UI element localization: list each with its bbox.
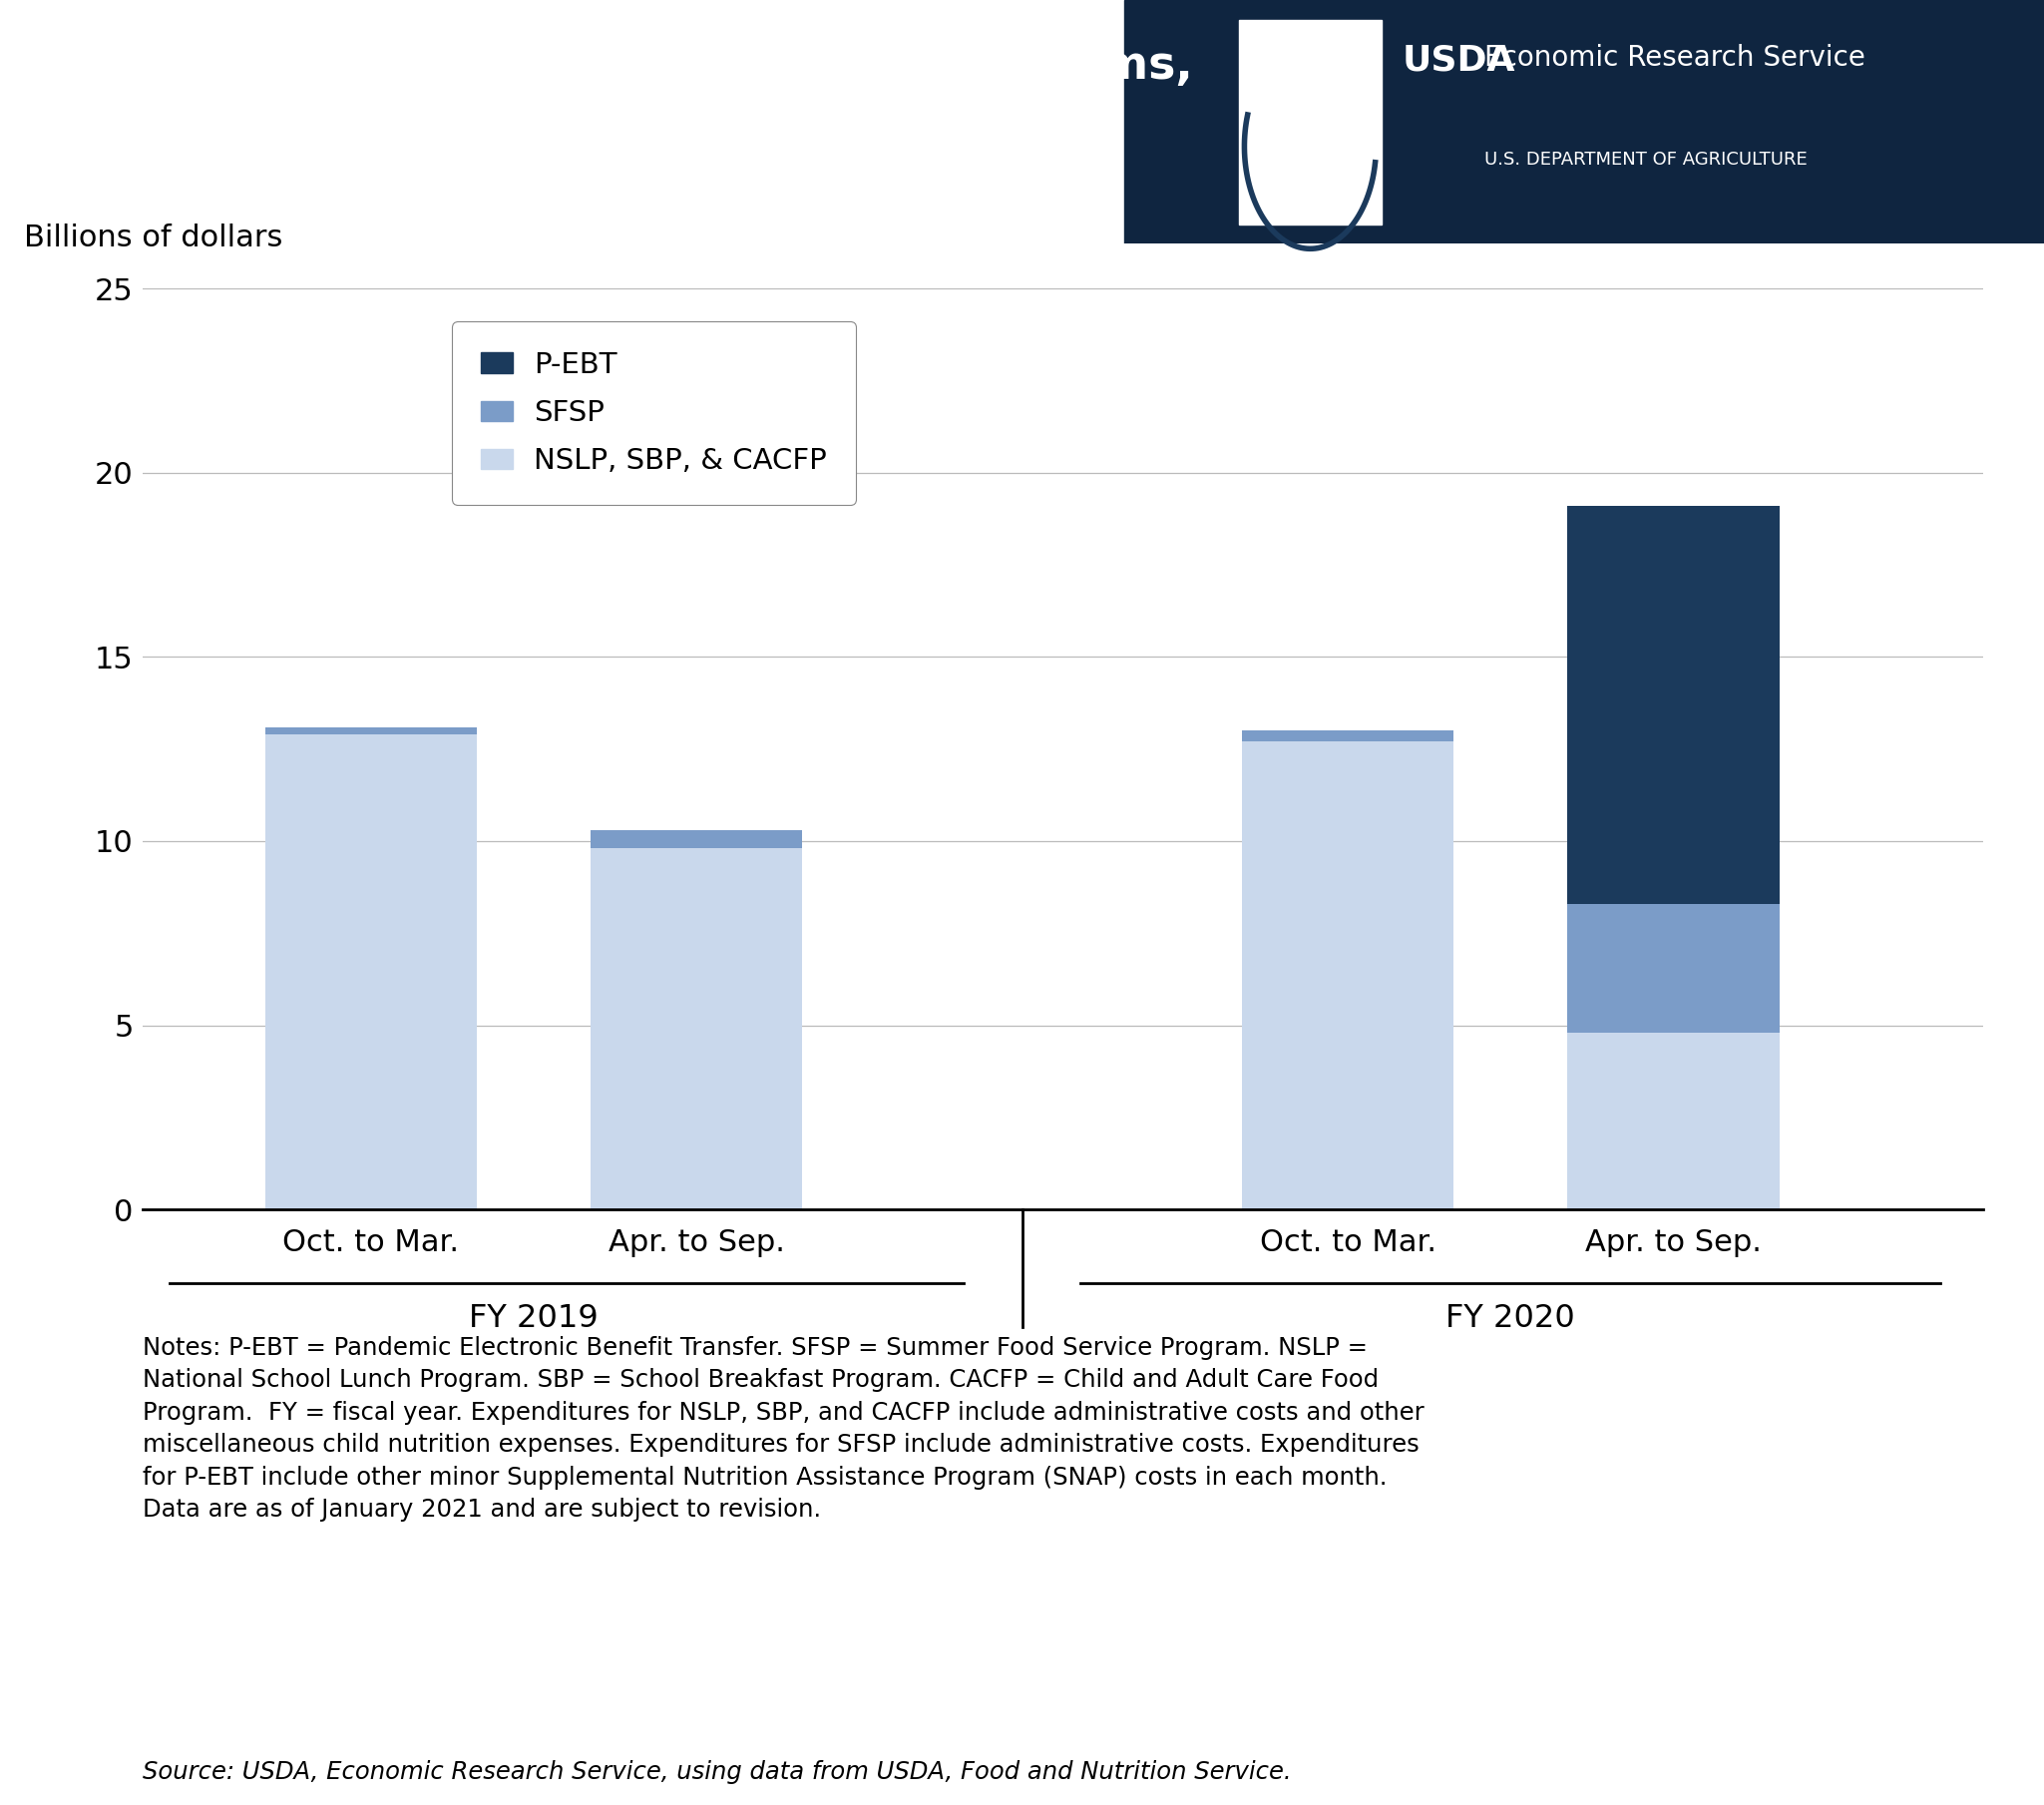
Text: FY 2020: FY 2020	[1445, 1303, 1576, 1334]
Text: FY 2019 and FY 2020: FY 2019 and FY 2020	[51, 152, 595, 197]
Text: FY 2019: FY 2019	[468, 1303, 599, 1334]
Bar	[1243, 742, 1453, 1209]
Legend: P-EBT, SFSP, NSLP, SBP, & CACFP: P-EBT, SFSP, NSLP, SBP, & CACFP	[452, 321, 856, 505]
Text: Billions of dollars: Billions of dollars	[25, 224, 282, 253]
Bar	[591, 830, 803, 848]
Text: U.S. DEPARTMENT OF AGRICULTURE: U.S. DEPARTMENT OF AGRICULTURE	[1484, 152, 1807, 170]
Text: USDA: USDA	[1402, 43, 1515, 78]
Text: Source: USDA, Economic Research Service, using data from USDA, Food and Nutritio: Source: USDA, Economic Research Service,…	[143, 1760, 1292, 1783]
Bar	[266, 727, 476, 735]
Text: Notes: P-EBT = Pandemic Electronic Benefit Transfer. SFSP = Summer Food Service : Notes: P-EBT = Pandemic Electronic Benef…	[143, 1336, 1425, 1522]
Bar	[1568, 505, 1778, 904]
Bar	[1568, 904, 1778, 1032]
Text: Economic Research Service: Economic Research Service	[1484, 43, 1864, 72]
Bar	[1243, 731, 1453, 742]
Bar	[591, 848, 803, 1209]
Bar	[1568, 1032, 1778, 1209]
Bar	[266, 735, 476, 1209]
Bar	[1239, 20, 1382, 224]
Text: USDA spending on child nutrition programs,: USDA spending on child nutrition program…	[51, 43, 1194, 88]
